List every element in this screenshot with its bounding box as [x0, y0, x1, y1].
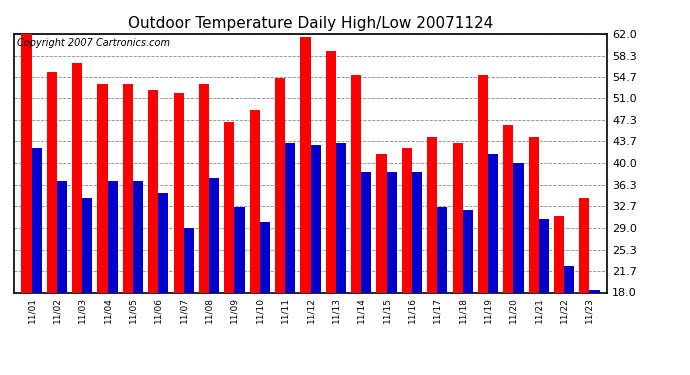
Bar [377, 154, 386, 375]
Title: Outdoor Temperature Daily High/Low 20071124: Outdoor Temperature Daily High/Low 20071… [128, 16, 493, 31]
Bar [108, 181, 118, 375]
Text: Copyright 2007 Cartronics.com: Copyright 2007 Cartronics.com [17, 38, 170, 48]
Bar [580, 198, 589, 375]
Bar [32, 148, 41, 375]
Bar [209, 178, 219, 375]
Bar [235, 207, 244, 375]
Bar [285, 142, 295, 375]
Bar [123, 84, 133, 375]
Bar [564, 266, 574, 375]
Bar [21, 34, 32, 375]
Bar [503, 125, 513, 375]
Bar [539, 219, 549, 375]
Bar [310, 146, 321, 375]
Bar [148, 90, 158, 375]
Bar [133, 181, 143, 375]
Bar [412, 172, 422, 375]
Bar [184, 228, 194, 375]
Bar [47, 72, 57, 375]
Bar [250, 110, 259, 375]
Bar [427, 136, 437, 375]
Bar [259, 222, 270, 375]
Bar [275, 78, 285, 375]
Bar [57, 181, 67, 375]
Bar [362, 172, 371, 375]
Bar [158, 192, 168, 375]
Bar [82, 198, 92, 375]
Bar [554, 216, 564, 375]
Bar [351, 75, 362, 375]
Bar [97, 84, 108, 375]
Bar [437, 207, 447, 375]
Bar [174, 93, 184, 375]
Bar [463, 210, 473, 375]
Bar [513, 163, 524, 375]
Bar [453, 142, 463, 375]
Bar [386, 172, 397, 375]
Bar [488, 154, 498, 375]
Bar [224, 122, 235, 375]
Bar [336, 142, 346, 375]
Bar [529, 136, 539, 375]
Bar [72, 63, 82, 375]
Bar [589, 290, 600, 375]
Bar [199, 84, 209, 375]
Bar [326, 51, 336, 375]
Bar [478, 75, 488, 375]
Bar [300, 37, 310, 375]
Bar [402, 148, 412, 375]
